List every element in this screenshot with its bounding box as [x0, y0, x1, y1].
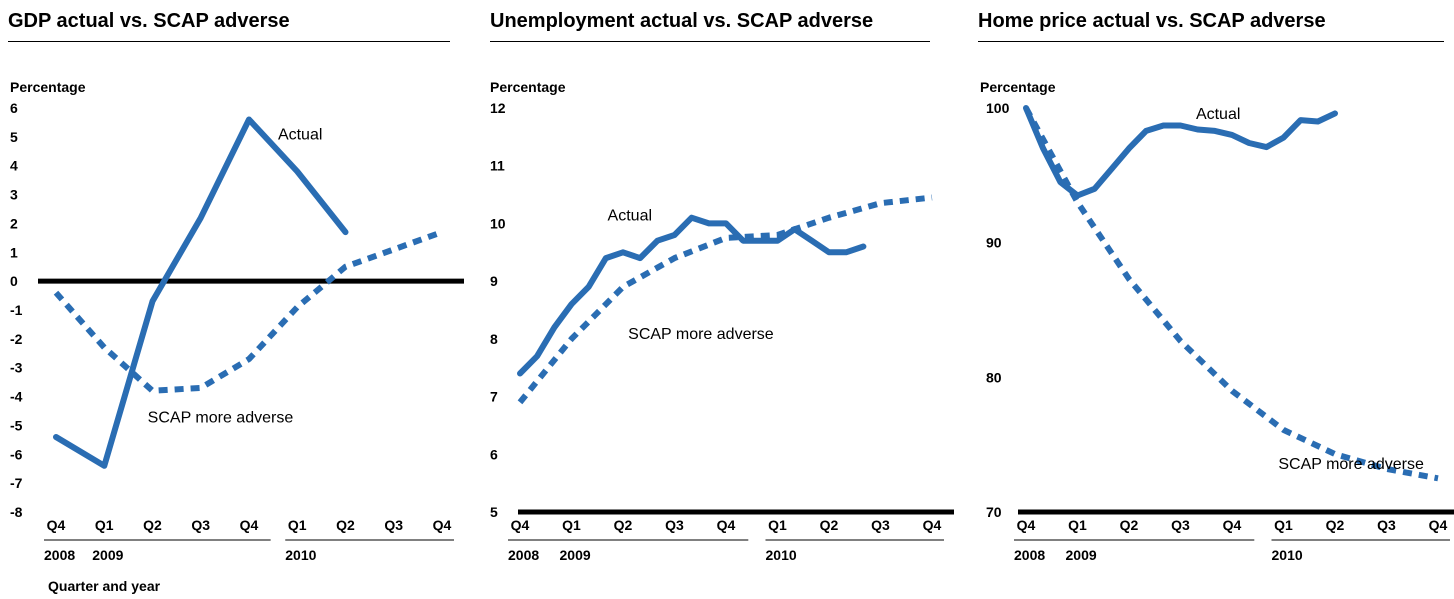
- gdp-y-tick-label: 0: [10, 273, 18, 289]
- home-price-x-tick-label: Q4: [1223, 517, 1242, 533]
- unemployment-series-actual-line: [517, 214, 867, 377]
- gdp-y-tick-label: 2: [10, 215, 18, 231]
- unemployment-x-tick-label: Q1: [562, 517, 581, 533]
- unemployment-series-annotation: SCAP more adverse: [628, 326, 774, 343]
- unemployment-x-tick-label: Q1: [768, 517, 787, 533]
- unemployment-series-annotation: Actual: [608, 208, 652, 225]
- home-price-x-tick-label: Q4: [1017, 517, 1036, 533]
- gdp-y-tick-label: -6: [10, 446, 23, 462]
- gdp-y-tick-label: -5: [10, 417, 23, 433]
- gdp-x-tick-label: Q4: [240, 517, 259, 533]
- home-price-x-tick-label: Q3: [1171, 517, 1190, 533]
- unemployment-chart-panel: Unemployment actual vs. SCAP adverse Per…: [490, 0, 954, 599]
- unemployment-x-tick-label: Q2: [820, 517, 839, 533]
- home-price-y-tick-label: 100: [986, 100, 1010, 116]
- unemployment-title-rule: [490, 41, 930, 42]
- gdp-x-tick-label: Q1: [95, 517, 114, 533]
- gdp-x-tick-label: Q4: [47, 517, 66, 533]
- gdp-year-label: 2010: [285, 547, 316, 563]
- gdp-x-tick-label: Q3: [191, 517, 210, 533]
- unemployment-chart-title: Unemployment actual vs. SCAP adverse: [490, 10, 874, 32]
- unemployment-series-scap-more-adverse-line: [517, 194, 933, 405]
- gdp-x-tick-label: Q4: [433, 517, 452, 533]
- gdp-y-tick-label: 6: [10, 100, 18, 116]
- unemployment-y-tick-label: 8: [490, 331, 498, 347]
- home-price-series-actual-line: [1023, 105, 1338, 199]
- gdp-y-tick-label: -2: [10, 331, 23, 347]
- unemployment-year-label: 2010: [766, 547, 797, 563]
- gdp-y-tick-label: 5: [10, 129, 18, 145]
- home-price-series-annotation: SCAP more adverse: [1278, 456, 1424, 473]
- home-price-x-tick-label: Q3: [1377, 517, 1396, 533]
- gdp-y-tick-label: 3: [10, 187, 18, 203]
- x-axis-caption: Quarter and year: [48, 578, 161, 594]
- gdp-y-tick-label: -3: [10, 360, 23, 376]
- gdp-y-tick-label: -1: [10, 302, 23, 318]
- unemployment-x-tick-label: Q4: [511, 517, 530, 533]
- gdp-x-tick-label: Q1: [288, 517, 307, 533]
- home-price-x-tick-label: Q2: [1326, 517, 1345, 533]
- gdp-year-label: 2008: [44, 547, 75, 563]
- home-price-x-tick-label: Q1: [1274, 517, 1293, 533]
- unemployment-y-tick-label: 12: [490, 100, 506, 116]
- home-price-series-annotation: Actual: [1196, 106, 1240, 123]
- home-price-y-tick-label: 70: [986, 504, 1002, 520]
- unemployment-year-label: 2008: [508, 547, 539, 563]
- unemployment-x-tick-label: Q2: [614, 517, 633, 533]
- home-price-year-label: 2009: [1066, 547, 1097, 563]
- home-price-y-tick-label: 80: [986, 369, 1002, 385]
- unemployment-x-tick-label: Q3: [871, 517, 890, 533]
- gdp-chart-plot: Percentage 6 5 4 3 2 1 0 -1 -2 -3 -4 -5 -6 -7 -8 Q4 Q1 Q2 Q…: [10, 79, 464, 563]
- gdp-y-tick-label: -8: [10, 504, 23, 520]
- unemployment-y-tick-label: 9: [490, 273, 498, 289]
- unemployment-y-tick-label: 6: [490, 446, 498, 462]
- home-price-year-label: 2010: [1272, 547, 1303, 563]
- home-price-year-label: 2008: [1014, 547, 1045, 563]
- home-price-x-tick-label: Q4: [1429, 517, 1448, 533]
- unemployment-x-tick-label: Q4: [717, 517, 736, 533]
- gdp-y-tick-label: 1: [10, 244, 18, 260]
- gdp-y-tick-label: 4: [10, 158, 18, 174]
- gdp-series-annotation: Actual: [278, 127, 322, 144]
- unemployment-y-tick-label: 5: [490, 504, 498, 520]
- gdp-title-rule: [8, 41, 450, 42]
- unemployment-x-tick-label: Q3: [665, 517, 684, 533]
- home-price-series-scap-more-adverse-line: [1023, 106, 1439, 482]
- home-price-y-tick-label: 90: [986, 235, 1002, 251]
- gdp-y-tick-label: -7: [10, 475, 23, 491]
- home-price-x-tick-label: Q1: [1068, 517, 1087, 533]
- gdp-x-tick-label: Q2: [336, 517, 355, 533]
- gdp-y-axis-label: Percentage: [10, 79, 86, 95]
- gdp-series-scap-more-adverse-line: [53, 229, 444, 394]
- home-price-y-axis-label: Percentage: [980, 79, 1056, 95]
- gdp-x-tick-label: Q3: [384, 517, 403, 533]
- gdp-chart-panel: GDP actual vs. SCAP adverse Percentage 6 5…: [0, 0, 470, 599]
- unemployment-y-axis-label: Percentage: [490, 79, 566, 95]
- gdp-chart-title: GDP actual vs. SCAP adverse: [8, 10, 290, 32]
- unemployment-y-tick-label: 11: [490, 158, 505, 174]
- unemployment-y-tick-label: 10: [490, 215, 506, 231]
- gdp-x-tick-label: Q2: [143, 517, 162, 533]
- home-price-x-tick-label: Q2: [1120, 517, 1139, 533]
- home-price-chart-plot: Percentage 100 90 80 70 Q4 Q1 Q2 Q3 Q4 Q1 Q2 Q3 Q4 200…: [980, 79, 1454, 563]
- home-price-chart-panel: Home price actual vs. SCAP adverse Perce…: [978, 0, 1454, 599]
- gdp-series-actual-line: [53, 116, 349, 469]
- unemployment-x-tick-label: Q4: [923, 517, 942, 533]
- gdp-series-annotation: SCAP more adverse: [148, 410, 294, 427]
- unemployment-y-tick-label: 7: [490, 389, 498, 405]
- home-price-chart-title: Home price actual vs. SCAP adverse: [978, 10, 1326, 32]
- unemployment-chart-plot: Percentage 12 11 10 9 8 7 6 5 Q4 Q1 Q2 Q3 Q4 Q1 Q2 Q3 Q4 2…: [490, 79, 954, 563]
- home-price-title-rule: [978, 41, 1444, 42]
- unemployment-year-label: 2009: [560, 547, 591, 563]
- gdp-year-label: 2009: [92, 547, 123, 563]
- gdp-y-tick-label: -4: [10, 389, 23, 405]
